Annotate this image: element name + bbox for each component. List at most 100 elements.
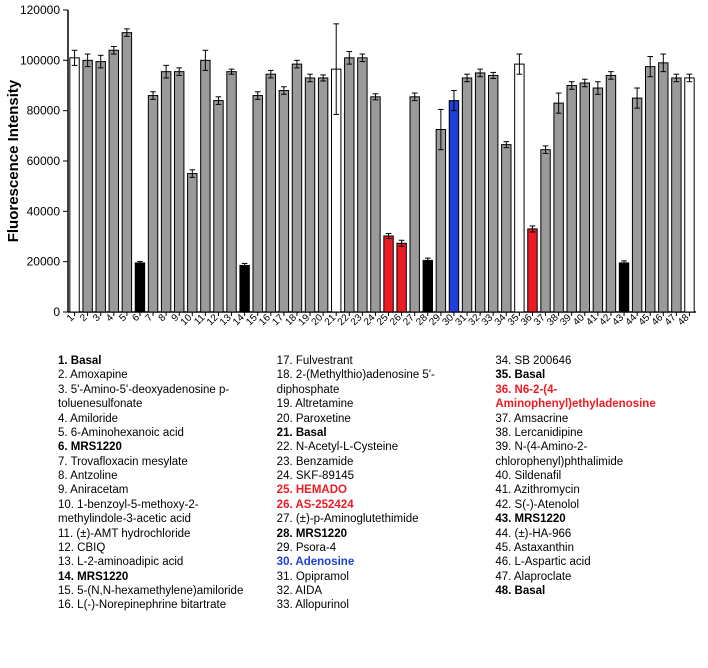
bar-18 <box>292 64 301 312</box>
legend-item-46: 46. L-Aspartic acid <box>495 555 690 569</box>
bar-40 <box>580 83 589 312</box>
bar-42 <box>606 75 615 312</box>
legend-item-36: 36. N6-2-(4-Aminophenyl)ethyladenosine <box>495 383 690 412</box>
bar-11 <box>201 60 210 312</box>
legend-item-41: 41. Azithromycin <box>495 483 690 497</box>
legend-item-34: 34. SB 200646 <box>495 354 690 368</box>
legend-item-45: 45. Astaxanthin <box>495 541 690 555</box>
bar-33 <box>488 75 497 312</box>
legend-item-28: 28. MRS1220 <box>277 527 472 541</box>
svg-text:8: 8 <box>157 312 169 324</box>
legend-item-48: 48. Basal <box>495 584 690 598</box>
bar-8 <box>161 72 170 312</box>
legend-item-14: 14. MRS1220 <box>58 570 253 584</box>
bar-25 <box>384 236 393 312</box>
legend-item-16: 16. L(-)-Norepinephrine bitartrate <box>58 598 253 612</box>
legend-item-33: 33. Allopurinol <box>277 598 472 612</box>
bar-14 <box>240 265 249 312</box>
bar-44 <box>632 98 641 312</box>
legend-item-29: 29. Psora-4 <box>277 541 472 555</box>
legend-item-35: 35. Basal <box>495 368 690 382</box>
legend-item-43: 43. MRS1220 <box>495 512 690 526</box>
legend-item-4: 4. Amiloride <box>58 412 253 426</box>
svg-text:20000: 20000 <box>27 255 61 269</box>
bar-20 <box>318 78 327 312</box>
svg-text:100000: 100000 <box>20 53 60 67</box>
bar-48 <box>685 78 694 312</box>
legend-item-10: 10. 1-benzoyl-5-methoxy-2-methylindole-3… <box>58 498 253 527</box>
svg-text:1: 1 <box>65 312 77 324</box>
bar-27 <box>410 97 419 312</box>
svg-text:40000: 40000 <box>27 204 61 218</box>
svg-text:4: 4 <box>104 312 116 324</box>
svg-text:60000: 60000 <box>27 154 61 168</box>
svg-text:0: 0 <box>53 305 60 319</box>
bar-13 <box>227 72 236 312</box>
bar-47 <box>672 78 681 312</box>
svg-text:5: 5 <box>117 312 129 324</box>
legend-item-15: 15. 5-(N,N-hexamethylene)amiloride <box>58 584 253 598</box>
bar-39 <box>567 86 576 313</box>
legend-item-5: 5. 6-Aminohexanoic acid <box>58 426 253 440</box>
legend-item-11: 11. (±)-AMT hydrochloride <box>58 527 253 541</box>
bar-29 <box>436 130 445 312</box>
bar-37 <box>541 150 550 312</box>
bar-3 <box>96 62 105 312</box>
legend-item-9: 9. Aniracetam <box>58 483 253 497</box>
svg-text:2: 2 <box>78 312 90 324</box>
bar-2 <box>83 60 92 312</box>
legend-item-18: 18. 2-(Methylthio)adenosine 5'-diphospha… <box>277 368 472 397</box>
legend-item-42: 42. S(-)-Atenolol <box>495 498 690 512</box>
legend-item-19: 19. Altretamine <box>277 397 472 411</box>
legend-item-39: 39. N-(4-Amino-2-chlorophenyl)phthalimid… <box>495 440 690 469</box>
bar-12 <box>214 101 223 312</box>
svg-text:3: 3 <box>91 312 103 324</box>
bar-17 <box>279 91 288 312</box>
legend-item-30: 30. Adenosine <box>277 555 472 569</box>
legend-item-24: 24. SKF-89145 <box>277 469 472 483</box>
bar-35 <box>515 64 524 312</box>
bar-41 <box>593 88 602 312</box>
bar-6 <box>135 263 144 312</box>
legend-item-17: 17. Fulvestrant <box>277 354 472 368</box>
bar-19 <box>305 78 314 312</box>
legend-item-27: 27. (±)-p-Aminoglutethimide <box>277 512 472 526</box>
bar-4 <box>109 50 118 312</box>
svg-text:80000: 80000 <box>27 104 61 118</box>
legend-item-37: 37. Amsacrine <box>495 412 690 426</box>
legend-item-25: 25. HEMADO <box>277 483 472 497</box>
legend-item-22: 22. N-Acetyl-L-Cysteine <box>277 440 472 454</box>
legend-item-38: 38. Lercanidipine <box>495 426 690 440</box>
legend-item-23: 23. Benzamide <box>277 455 472 469</box>
bar-16 <box>266 74 275 312</box>
bar-43 <box>619 263 628 312</box>
legend-item-2: 2. Amoxapine <box>58 368 253 382</box>
legend-item-40: 40. Sildenafil <box>495 469 690 483</box>
legend-item-32: 32. AIDA <box>277 584 472 598</box>
legend-item-20: 20. Paroxetine <box>277 412 472 426</box>
bar-38 <box>554 103 563 312</box>
legend-item-44: 44. (±)-HA-966 <box>495 527 690 541</box>
svg-text:6: 6 <box>130 312 142 324</box>
legend-item-8: 8. Antzoline <box>58 469 253 483</box>
legend: 1. Basal2. Amoxapine3. 5'-Amino-5'-deoxy… <box>0 350 708 613</box>
bar-10 <box>188 174 197 312</box>
bar-24 <box>371 97 380 312</box>
bar-30 <box>449 101 458 312</box>
legend-item-31: 31. Opipramol <box>277 570 472 584</box>
legend-item-13: 13. L-2-aminoadipic acid <box>58 555 253 569</box>
bar-15 <box>253 96 262 312</box>
bar-28 <box>423 260 432 312</box>
bar-34 <box>502 145 511 312</box>
bar-7 <box>148 96 157 312</box>
bar-1 <box>70 58 79 312</box>
bar-26 <box>397 243 406 312</box>
legend-item-1: 1. Basal <box>58 354 253 368</box>
bar-45 <box>645 67 654 312</box>
legend-item-6: 6. MRS1220 <box>58 440 253 454</box>
legend-item-7: 7. Trovafloxacin mesylate <box>58 455 253 469</box>
legend-item-47: 47. Alaproclate <box>495 570 690 584</box>
legend-item-12: 12. CBIQ <box>58 541 253 555</box>
bar-23 <box>358 58 367 312</box>
bar-36 <box>528 229 537 312</box>
